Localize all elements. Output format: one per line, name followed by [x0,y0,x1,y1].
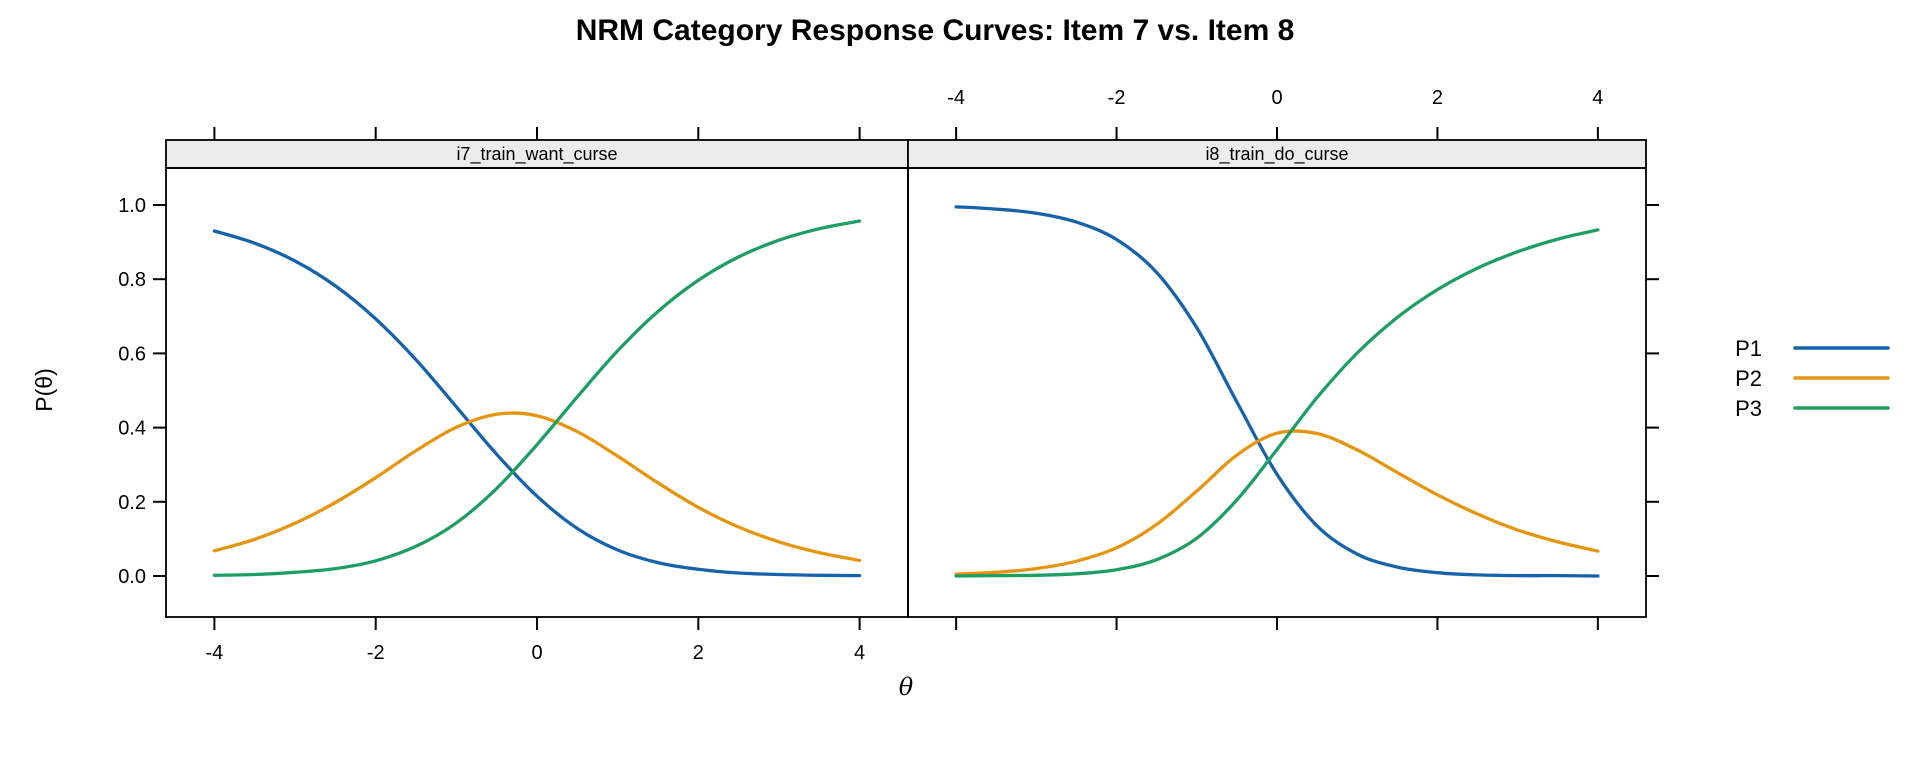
x-tick-label-bottom: 4 [854,642,865,664]
legend-line-swatches [1793,346,1890,410]
curve-p3-panel2 [954,228,1600,578]
strip-label-item8: i8_train_do_curse [1205,144,1348,165]
x-tick-label-top: 2 [1432,87,1443,109]
legend: P1 P2 P3 [1735,336,1890,421]
axis-tick-labels: -4 -2 0 2 4 -4 -2 0 2 4 0.0 0.2 0.4 0.6 0.8 1.0 [118,87,1603,664]
x-tick-label-bottom: 2 [693,642,704,664]
x-tick-label-top: 0 [1271,87,1282,109]
x-tick-label-bottom: -4 [205,642,223,664]
x-tick-label-bottom: -2 [367,642,385,664]
panel-border [907,167,1647,618]
chart-title: NRM Category Response Curves: Item 7 vs.… [576,14,1295,47]
x-tick-label-top: -4 [947,87,965,109]
legend-label-p3: P3 [1735,396,1762,421]
curve-p1-panel2 [954,205,1600,578]
panel-frames [165,139,1647,618]
strip-rect [165,139,909,169]
curve-p2-panel2 [954,429,1600,576]
y-tick-label: 0.4 [118,418,146,440]
curve-p3-panel1 [212,219,862,577]
x-tick-label-bottom: 0 [531,642,542,664]
curve-p2-panel1 [212,411,862,563]
x-tick-label-top: -2 [1108,87,1126,109]
y-tick-label: 0.2 [118,492,146,514]
y-axis-title: P(θ) [31,368,57,411]
legend-label-p1: P1 [1735,336,1762,361]
y-tick-label: 1.0 [118,195,146,217]
legend-label-p2: P2 [1735,366,1762,391]
axis-ticks [153,127,1659,630]
x-axis-title: θ [899,673,914,701]
x-tick-label-top: 4 [1592,87,1603,109]
y-tick-label: 0.8 [118,269,146,291]
curve-p1-panel1 [212,229,862,578]
strip-label-item7: i7_train_want_curse [456,144,617,165]
y-tick-label: 0.0 [118,566,146,588]
y-tick-label: 0.6 [118,343,146,365]
response-curves [212,205,1600,578]
